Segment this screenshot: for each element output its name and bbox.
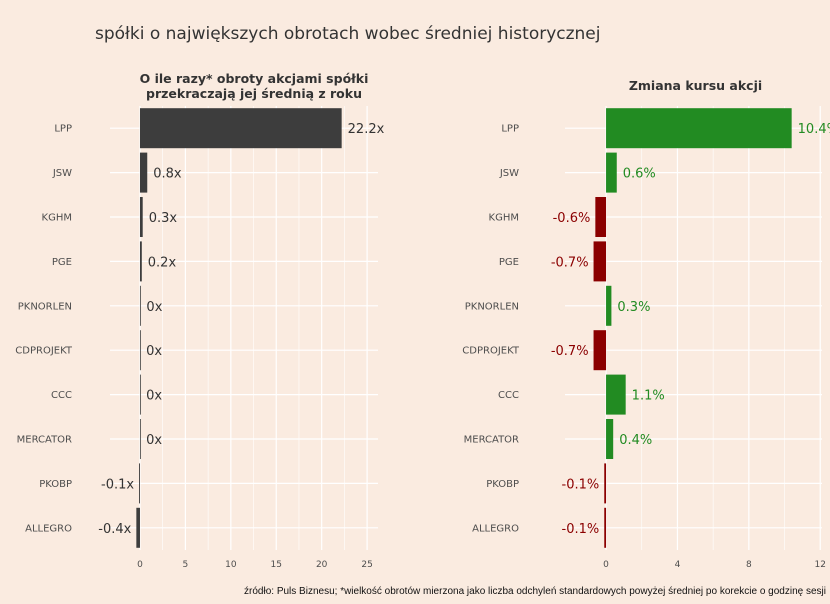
bar bbox=[139, 374, 141, 415]
bar bbox=[606, 374, 626, 415]
category-label: MERCATOR bbox=[464, 435, 519, 446]
bar bbox=[606, 419, 614, 459]
category-label: LPP bbox=[501, 124, 519, 135]
value-label: 0x bbox=[146, 433, 162, 448]
value-label: 0.2x bbox=[148, 255, 177, 270]
category-label: PGE bbox=[499, 257, 519, 268]
bar bbox=[606, 108, 792, 149]
x-tick-label: 20 bbox=[316, 560, 328, 570]
value-label: 0x bbox=[146, 389, 162, 404]
bar bbox=[604, 463, 607, 504]
bar bbox=[593, 241, 607, 282]
category-label: CCC bbox=[498, 390, 519, 401]
bar bbox=[136, 507, 140, 548]
category-label: ALLEGRO bbox=[25, 523, 72, 534]
value-label: 0.3x bbox=[149, 211, 178, 226]
bar bbox=[139, 419, 141, 459]
category-label: CCC bbox=[51, 390, 72, 401]
panel-1: 0 5 10 15 20 25 O ile razy* obroty akcjami spó… bbox=[15, 71, 384, 570]
value-label: -0.1% bbox=[562, 477, 600, 492]
x-tick-label: 4 bbox=[675, 560, 681, 570]
x-tick-label: 8 bbox=[746, 560, 752, 570]
category-label: JSW bbox=[52, 168, 72, 179]
value-label: 0.8x bbox=[153, 167, 182, 182]
source-note: źródło: Puls Biznesu; *wielkość obrotów … bbox=[244, 586, 826, 597]
value-label: -0.7% bbox=[551, 255, 589, 270]
value-label: -0.1x bbox=[101, 477, 134, 492]
value-label: 0x bbox=[146, 344, 162, 359]
bar bbox=[139, 241, 142, 282]
panel-title: przekraczają jej średnią z roku bbox=[146, 86, 362, 101]
x-tick-label: 15 bbox=[271, 560, 282, 570]
bar bbox=[139, 152, 148, 193]
value-label: 22.2x bbox=[348, 122, 385, 137]
category-label: PKOBP bbox=[486, 479, 519, 490]
bar bbox=[139, 197, 143, 237]
bar bbox=[606, 285, 612, 326]
x-tick-label: 12 bbox=[814, 560, 825, 570]
category-label: KGHM bbox=[42, 213, 72, 224]
category-label: PKOBP bbox=[39, 479, 72, 490]
x-tick-label: 5 bbox=[183, 560, 189, 570]
category-label: CDPROJEKT bbox=[15, 346, 73, 357]
category-label: JSW bbox=[499, 168, 519, 179]
value-label: -0.7% bbox=[551, 344, 589, 359]
bar bbox=[139, 463, 140, 504]
category-label: CDPROJEKT bbox=[462, 346, 520, 357]
x-tick-label: 0 bbox=[603, 560, 609, 570]
bar bbox=[604, 507, 607, 548]
x-tick-label: 10 bbox=[225, 560, 237, 570]
category-label: MERCATOR bbox=[17, 435, 72, 446]
category-label: ALLEGRO bbox=[472, 523, 519, 534]
bar bbox=[139, 285, 141, 326]
value-label: 0.4% bbox=[619, 433, 652, 448]
value-label: 0.6% bbox=[623, 167, 656, 182]
x-tick-label: 25 bbox=[361, 560, 372, 570]
bar bbox=[139, 330, 141, 371]
bar bbox=[139, 108, 342, 149]
value-label: 10.4% bbox=[798, 122, 830, 137]
category-label: PGE bbox=[52, 257, 72, 268]
category-label: KGHM bbox=[489, 213, 519, 224]
x-tick-label: 0 bbox=[137, 560, 143, 570]
value-label: 0x bbox=[146, 300, 162, 315]
panel-2: 0 4 8 12 Zmiana kursu akcji LPP 10.4% JSW 0.6% KG… bbox=[462, 78, 830, 570]
panel-title: O ile razy* obroty akcjami spółki bbox=[140, 71, 369, 86]
value-label: 0.3% bbox=[617, 300, 650, 315]
bar bbox=[606, 152, 617, 193]
bar bbox=[593, 330, 607, 371]
category-label: LPP bbox=[54, 124, 72, 135]
page-title: spółki o największych obrotach wobec śre… bbox=[95, 24, 601, 44]
category-label: PKNORLEN bbox=[18, 301, 72, 312]
panel-title: Zmiana kursu akcji bbox=[629, 78, 762, 93]
value-label: -0.1% bbox=[562, 522, 600, 537]
category-label: PKNORLEN bbox=[465, 301, 519, 312]
value-label: -0.6% bbox=[553, 211, 591, 226]
bar bbox=[595, 197, 607, 237]
value-label: -0.4x bbox=[98, 522, 131, 537]
value-label: 1.1% bbox=[632, 389, 665, 404]
